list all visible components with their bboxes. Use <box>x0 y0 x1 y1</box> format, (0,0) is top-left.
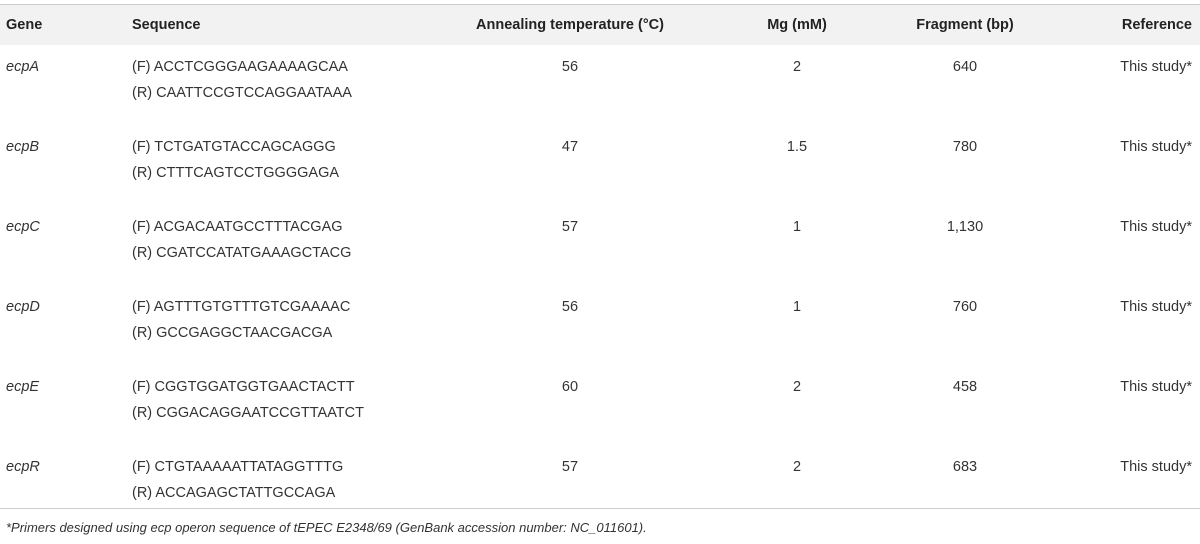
primer-sequence: (F) ACGACAATGCCTTTACGAG <box>132 219 343 235</box>
column-header: Mg (mM) <box>767 17 827 33</box>
fragment-cell: 780 <box>952 139 978 155</box>
mg-cell: 1 <box>792 299 802 315</box>
primer-sequence: (F) CGGTGGATGGTGAACTACTT <box>132 379 355 395</box>
primer-sequence: (R) CAATTCCGTCCAGGAATAAA <box>132 85 352 101</box>
footnote: *Primers designed using ecp operon seque… <box>6 520 647 535</box>
reference-cell: This study* <box>1120 59 1192 75</box>
temperature-cell: 56 <box>561 59 579 75</box>
reference-cell: This study* <box>1120 299 1192 315</box>
primer-sequence: (R) CTTTCAGTCCTGGGGAGA <box>132 165 340 181</box>
primer-sequence: (R) CGGACAGGAATCCGTTAATCT <box>132 405 364 421</box>
primer-sequence: (F) TCTGATGTACCAGCAGGG <box>132 139 336 155</box>
gene-name: ecpD <box>6 299 40 315</box>
primer-sequence: (F) CTGTAAAAATTATAGGTTTG <box>132 459 344 475</box>
fragment-cell: 640 <box>952 59 978 75</box>
header-background <box>0 4 1200 45</box>
gene-name: ecpC <box>6 219 40 235</box>
reference-cell: This study* <box>1120 459 1192 475</box>
mg-cell: 2 <box>792 59 802 75</box>
fragment-cell: 760 <box>952 299 978 315</box>
column-header: Gene <box>6 17 43 33</box>
temperature-cell: 57 <box>561 219 579 235</box>
gene-name: ecpR <box>6 459 40 475</box>
primer-sequence: (R) CGATCCATATGAAAGCTACG <box>132 245 352 261</box>
primer-sequence: (R) GCCGAGGCTAACGACGA <box>132 325 333 341</box>
temperature-cell: 60 <box>561 379 579 395</box>
gene-name: ecpB <box>6 139 40 155</box>
temperature-cell: 57 <box>561 459 579 475</box>
primer-sequence: (F) ACCTCGGGAAGAAAAGCAA <box>132 59 348 75</box>
fragment-cell: 1,130 <box>946 219 984 235</box>
fragment-cell: 683 <box>952 459 978 475</box>
reference-cell: This study* <box>1120 379 1192 395</box>
temperature-cell: 56 <box>561 299 579 315</box>
column-header: Annealing temperature (°C) <box>476 17 664 33</box>
mg-cell: 2 <box>792 379 802 395</box>
column-header: Fragment (bp) <box>916 17 1014 33</box>
fragment-cell: 458 <box>952 379 978 395</box>
reference-cell: This study* <box>1120 139 1192 155</box>
reference-cell: This study* <box>1120 219 1192 235</box>
bottom-rule <box>0 508 1200 509</box>
mg-cell: 1 <box>792 219 802 235</box>
mg-cell: 2 <box>792 459 802 475</box>
column-header: Reference <box>1121 17 1192 33</box>
gene-name: ecpE <box>6 379 40 395</box>
temperature-cell: 47 <box>561 139 579 155</box>
mg-cell: 1.5 <box>786 139 808 155</box>
primer-sequence: (F) AGTTTGTGTTTGTCGAAAAC <box>132 299 351 315</box>
primer-sequence: (R) ACCAGAGCTATTGCCAGA <box>132 485 336 501</box>
gene-name: ecpA <box>6 59 40 75</box>
column-header: Sequence <box>132 17 201 33</box>
